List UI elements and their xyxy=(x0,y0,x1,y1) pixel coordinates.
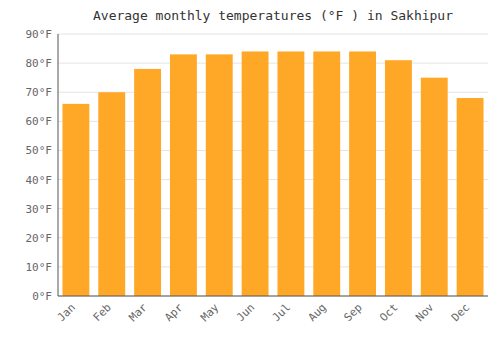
bar xyxy=(62,104,89,296)
x-tick-label: Mar xyxy=(126,301,150,325)
bar xyxy=(349,51,376,296)
y-tick-label: 70°F xyxy=(26,86,53,99)
grid-line xyxy=(58,34,488,35)
x-tick-label: Nov xyxy=(413,301,437,325)
y-tick-label: 60°F xyxy=(26,115,53,128)
bar xyxy=(98,92,125,296)
x-tick-label: Sep xyxy=(341,301,364,324)
bar xyxy=(277,51,304,296)
x-axis: Jan Feb Mar Apr May Jun Jul Aug Sep Oct Nov Dec xyxy=(55,301,472,325)
y-tick-label: 20°F xyxy=(26,232,53,245)
bar xyxy=(385,60,412,296)
x-tick-label: Apr xyxy=(162,301,186,325)
grid-line xyxy=(58,296,488,297)
grid xyxy=(58,34,488,296)
chart-container: Average monthly temperatures (°F ) in Sa… xyxy=(0,0,500,350)
chart-title: Average monthly temperatures (°F ) in Sa… xyxy=(93,8,453,23)
y-axis-line xyxy=(58,34,59,296)
x-tick-label: Oct xyxy=(377,301,400,324)
y-tick-label: 30°F xyxy=(26,203,53,216)
x-axis-line xyxy=(58,296,488,297)
y-tick-label: 50°F xyxy=(26,144,53,157)
y-tick-label: 80°F xyxy=(26,57,53,70)
bar xyxy=(206,54,233,296)
x-tick-label: Dec xyxy=(449,301,472,324)
grid-line xyxy=(58,63,488,64)
x-tick-label: Jan xyxy=(55,301,78,324)
bars xyxy=(62,51,483,296)
x-tick-label: Jun xyxy=(234,301,257,324)
bar xyxy=(170,54,197,296)
bar xyxy=(421,78,448,296)
y-tick-label: 0°F xyxy=(32,290,52,303)
x-tick-label: May xyxy=(198,301,222,325)
x-tick-label: Aug xyxy=(306,301,329,324)
y-tick-label: 40°F xyxy=(26,174,53,187)
y-tick-label: 10°F xyxy=(26,261,53,274)
bar xyxy=(134,69,161,296)
x-tick-label: Feb xyxy=(91,301,114,324)
y-axis: 0°F 10°F 20°F 30°F 40°F 50°F 60°F 70°F 80°F 90°F xyxy=(26,28,53,303)
chart-svg: Average monthly temperatures (°F ) in Sa… xyxy=(0,0,500,350)
x-tick-label: Jul xyxy=(270,301,293,324)
bar xyxy=(457,98,484,296)
bar xyxy=(313,51,340,296)
y-tick-label: 90°F xyxy=(26,28,53,41)
bar xyxy=(242,51,269,296)
